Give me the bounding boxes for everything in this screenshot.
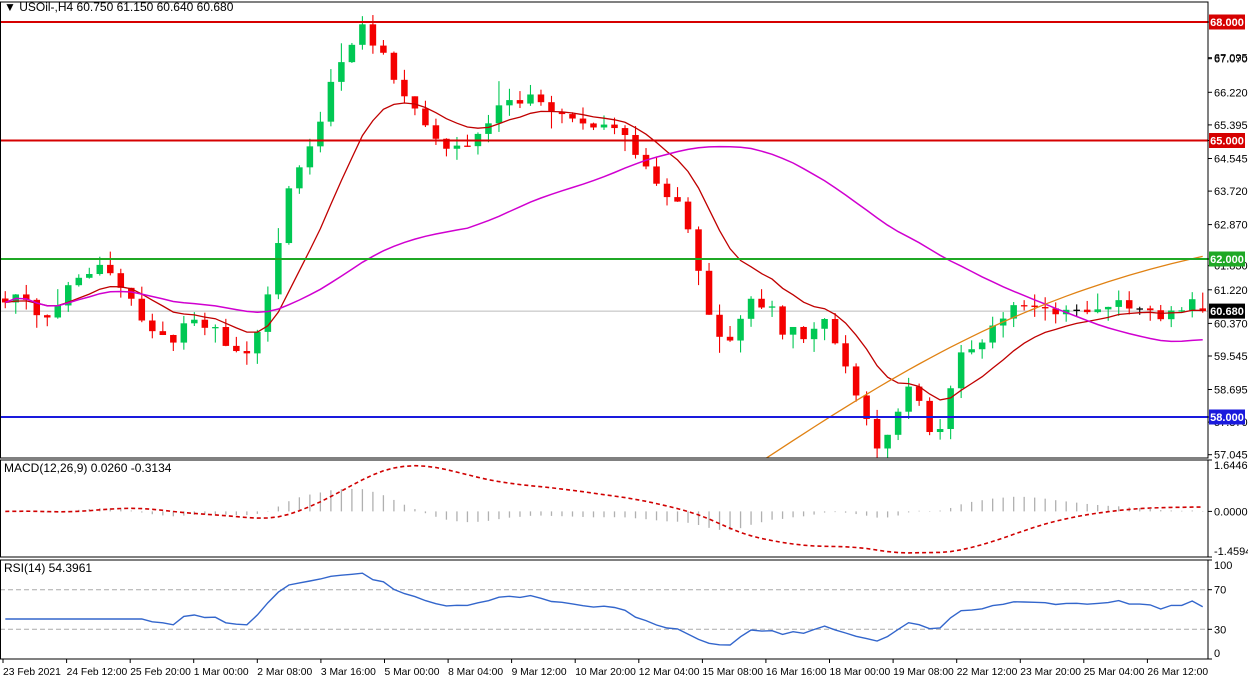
svg-text:62.870: 62.870 <box>1214 220 1248 232</box>
svg-text:5 Mar 00:00: 5 Mar 00:00 <box>385 667 440 678</box>
svg-text:-1.4594: -1.4594 <box>1214 546 1248 558</box>
svg-text:23 Mar 20:00: 23 Mar 20:00 <box>1020 667 1081 678</box>
svg-text:64.545: 64.545 <box>1214 154 1248 166</box>
svg-text:58.695: 58.695 <box>1214 385 1248 397</box>
svg-text:RSI(14) 54.3961: RSI(14) 54.3961 <box>4 561 92 575</box>
svg-text:12 Mar 04:00: 12 Mar 04:00 <box>639 667 700 678</box>
svg-text:62.000: 62.000 <box>1210 254 1244 266</box>
svg-text:0.0000: 0.0000 <box>1214 506 1248 518</box>
svg-text:24 Feb 12:00: 24 Feb 12:00 <box>67 667 128 678</box>
svg-text:26 Mar 12:00: 26 Mar 12:00 <box>1147 667 1208 678</box>
svg-text:16 Mar 16:00: 16 Mar 16:00 <box>766 667 827 678</box>
svg-text:100: 100 <box>1214 560 1232 572</box>
svg-text:67.070: 67.070 <box>1214 54 1248 66</box>
svg-text:60.680: 60.680 <box>1210 306 1244 318</box>
svg-text:66.220: 66.220 <box>1214 87 1248 99</box>
svg-text:23 Feb 2021: 23 Feb 2021 <box>3 667 61 678</box>
svg-text:30: 30 <box>1214 624 1226 636</box>
svg-text:63.720: 63.720 <box>1214 186 1248 198</box>
svg-text:18 Mar 00:00: 18 Mar 00:00 <box>830 667 891 678</box>
svg-text:59.545: 59.545 <box>1214 351 1248 363</box>
svg-text:60.370: 60.370 <box>1214 318 1248 330</box>
svg-text:0: 0 <box>1214 648 1220 660</box>
svg-text:15 Mar 08:00: 15 Mar 08:00 <box>702 667 763 678</box>
svg-text:9 Mar 12:00: 9 Mar 12:00 <box>512 667 567 678</box>
svg-text:3 Mar 16:00: 3 Mar 16:00 <box>321 667 376 678</box>
svg-text:1 Mar 00:00: 1 Mar 00:00 <box>194 667 249 678</box>
svg-text:70: 70 <box>1214 585 1226 597</box>
svg-text:65.000: 65.000 <box>1210 136 1244 148</box>
svg-text:22 Mar 12:00: 22 Mar 12:00 <box>957 667 1018 678</box>
svg-text:10 Mar 20:00: 10 Mar 20:00 <box>575 667 636 678</box>
svg-text:8 Mar 04:00: 8 Mar 04:00 <box>448 667 503 678</box>
svg-text:25 Feb 20:00: 25 Feb 20:00 <box>130 667 191 678</box>
svg-text:61.220: 61.220 <box>1214 285 1248 297</box>
svg-text:▼ USOil-,H4 60.750 61.150 60.: ▼ USOil-,H4 60.750 61.150 60.640 60.680 <box>4 0 234 14</box>
svg-text:19 Mar 08:00: 19 Mar 08:00 <box>893 667 954 678</box>
svg-text:65.395: 65.395 <box>1214 120 1248 132</box>
svg-text:58.000: 58.000 <box>1210 412 1244 424</box>
svg-text:1.6446: 1.6446 <box>1214 460 1248 472</box>
svg-text:25 Mar 04:00: 25 Mar 04:00 <box>1084 667 1145 678</box>
svg-text:2 Mar 08:00: 2 Mar 08:00 <box>257 667 312 678</box>
svg-text:MACD(12,26,9) 0.0260 -0.3134: MACD(12,26,9) 0.0260 -0.3134 <box>4 461 172 475</box>
svg-text:68.000: 68.000 <box>1210 17 1244 29</box>
